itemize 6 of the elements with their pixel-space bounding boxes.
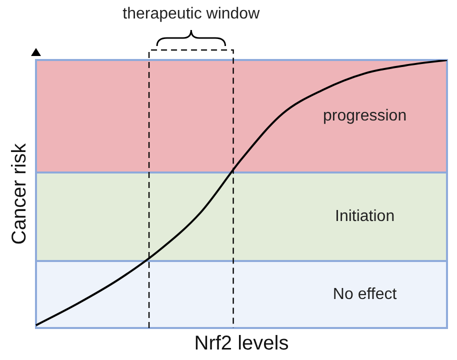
y-axis-title: Cancer risk xyxy=(8,142,31,245)
band-label: Initiation xyxy=(335,208,395,226)
text: therapeutic window xyxy=(122,5,260,22)
x-axis-title: Nrf2 levels xyxy=(194,332,289,355)
band-label: No effect xyxy=(332,286,398,303)
band-label: progression xyxy=(322,108,407,125)
